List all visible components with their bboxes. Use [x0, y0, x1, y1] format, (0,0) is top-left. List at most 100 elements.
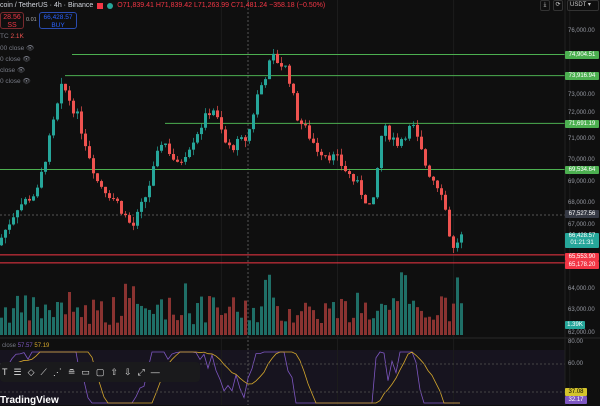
candle-body: [252, 114, 255, 130]
candle-body: [320, 151, 323, 156]
rectangle-tool-icon[interactable]: ▢: [95, 366, 105, 377]
spread: 0.01: [26, 17, 37, 23]
indicator-legend-3[interactable]: close 👁: [0, 67, 26, 74]
flag-icon[interactable]: [97, 2, 104, 9]
candle-body: [136, 211, 139, 226]
currency-select[interactable]: USDT ▾: [567, 0, 599, 11]
volume-bar: [368, 319, 371, 335]
volume-bar: [352, 317, 355, 335]
chart-header: coin / TetherUS · 4h · Binance O71,839.4…: [0, 2, 325, 9]
eraser-tool-icon[interactable]: ◇: [27, 366, 35, 377]
crosshair-price-label: 67,527.56: [565, 210, 599, 218]
candle-body: [208, 113, 211, 116]
volume-bar: [252, 307, 255, 335]
volume-bar: [412, 300, 415, 335]
candle-body: [456, 242, 459, 248]
volume-bar: [188, 313, 191, 335]
volume-bar: [28, 320, 31, 335]
candle-body: [428, 165, 431, 177]
axis-tick: 76,000.00: [568, 28, 595, 34]
volume-bar: [440, 296, 443, 335]
volume-bar: [72, 311, 75, 335]
volume-bar: [384, 305, 387, 335]
buy-button[interactable]: 66,428.57 BUY: [39, 12, 77, 29]
candle-body: [144, 197, 147, 202]
indicator-legend-4[interactable]: 0 close 👁: [0, 78, 31, 85]
volume-bar: [376, 310, 379, 335]
volume-bar: [220, 314, 223, 335]
candle-body: [376, 168, 379, 198]
candle-body: [72, 100, 75, 114]
candle-body: [308, 125, 311, 139]
volume-bar: [84, 305, 87, 335]
volume-bar: [392, 298, 395, 335]
volume-bar: [116, 322, 119, 335]
candle-body: [28, 198, 31, 201]
candle-body: [176, 159, 179, 162]
candle-body: [212, 110, 215, 116]
volume-bar: [56, 302, 59, 335]
volume-bar: [228, 306, 231, 335]
candle-body: [24, 198, 27, 205]
volume-legend: TC 2.1K: [0, 33, 24, 40]
volume-bar: [184, 283, 187, 335]
volume-bar: [364, 302, 367, 335]
buy-label: BUY: [51, 21, 65, 29]
volume-bar: [124, 283, 127, 335]
volume-bar: [60, 302, 63, 335]
candle-body: [368, 203, 371, 205]
market-status-icon: [107, 2, 114, 9]
symbol-title[interactable]: coin / TetherUS · 4h · Binance: [0, 2, 94, 9]
fib-tool-icon[interactable]: ⋰: [52, 366, 62, 377]
channel-tool-icon[interactable]: ≘: [67, 366, 76, 377]
candle-body: [204, 113, 207, 128]
volume-bar: [48, 310, 51, 335]
volume-bar: [292, 322, 295, 335]
drawing-toolbar: T ☰ ◇ ⟋ ⋰ ≘ ▭ ▢ ⇧ ⇩ ⤢ —: [0, 362, 200, 382]
candle-body: [328, 155, 331, 161]
volume-bar: [212, 297, 215, 335]
candle-body: [244, 137, 247, 141]
volume-bar: [456, 277, 459, 335]
candle-body: [36, 187, 39, 197]
volume-bar: [156, 304, 159, 335]
volume-bar: [296, 315, 299, 335]
comment-tool-icon[interactable]: ▭: [81, 366, 90, 377]
volume-bar: [244, 300, 247, 335]
sell-button[interactable]: 28.56 SS: [0, 12, 24, 29]
candle-body: [116, 198, 119, 201]
refresh-icon[interactable]: ⟳: [553, 0, 563, 11]
candle-body: [276, 53, 279, 64]
candle-body: [256, 94, 259, 115]
minus-tool-icon[interactable]: —: [150, 367, 160, 377]
volume-bar: [168, 297, 171, 335]
volume-bar: [140, 305, 143, 335]
volume-bar: [148, 309, 151, 335]
candle-body: [380, 135, 383, 169]
download-icon[interactable]: ⤓: [540, 0, 550, 11]
arrow-up-tool-icon[interactable]: ⇧: [110, 366, 118, 377]
level-label: 73,916.94: [565, 72, 599, 80]
text-tool-icon[interactable]: T: [2, 367, 8, 377]
volume-bar: [132, 286, 135, 335]
volume-bar: [332, 302, 335, 335]
indicator-legend-2[interactable]: 0 close 👁: [0, 56, 31, 63]
indicator-legend-1[interactable]: 00 close 👁: [0, 45, 35, 52]
ruler-tool-icon[interactable]: ⟋: [40, 366, 47, 377]
axis-tick: 72,000.00: [568, 110, 595, 116]
volume-bar: [328, 308, 331, 335]
candle-body: [20, 204, 23, 211]
sell-price: 28.56: [3, 14, 21, 21]
path-tool-icon[interactable]: ⤢: [137, 366, 145, 377]
candle-body: [132, 222, 135, 226]
lines-tool-icon[interactable]: ☰: [13, 366, 22, 377]
sell-label: SS: [7, 21, 17, 29]
arrow-down-tool-icon[interactable]: ⇩: [123, 366, 132, 377]
volume-bar: [268, 274, 271, 335]
candle-body: [12, 217, 15, 225]
volume-bar: [260, 306, 263, 335]
candle-body: [348, 171, 351, 175]
candle-body: [88, 146, 91, 159]
volume-bar: [316, 318, 319, 335]
